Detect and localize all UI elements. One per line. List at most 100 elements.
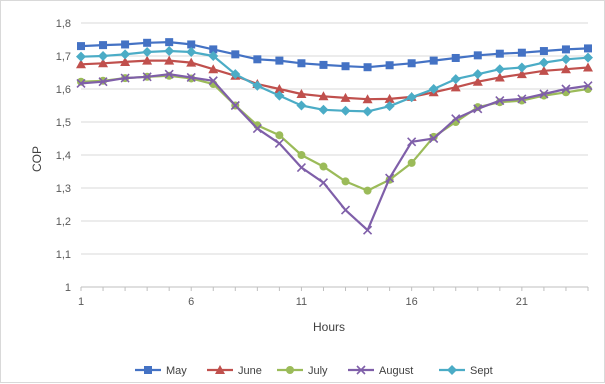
data-point-august [561,84,571,94]
data-point-may [319,60,328,69]
data-point-sept [406,92,417,103]
data-point-june [538,65,549,75]
data-point-may [165,38,174,47]
data-point-august [340,205,351,215]
legend-item-sept: Sept [439,365,493,377]
data-point-may [143,38,152,47]
data-point-june [274,84,285,93]
data-point-may [429,56,438,65]
legend-label: Sept [470,365,493,377]
legend-item-may: May [135,365,187,377]
data-point-may [363,63,372,72]
data-point-august [495,95,505,106]
series-line-august [80,73,589,232]
data-point-may [407,59,416,68]
data-point-sept [428,84,439,94]
legend-swatch-marker [144,366,152,374]
data-point-august [539,89,549,99]
data-point-may [121,40,130,49]
data-point-june [142,55,153,65]
data-point-june [120,56,131,66]
data-point-august [186,72,196,83]
series-july [77,71,592,195]
legend: May June July August Sept [135,365,493,377]
data-point-may [275,56,284,65]
data-point-sept [120,49,131,60]
data-point-may [253,55,262,64]
series-sept [76,46,593,117]
data-point-august [517,94,527,104]
series-layer [76,38,593,235]
data-point-july [165,71,174,80]
y-tick-label: 1,8 [56,18,71,30]
data-point-june [318,91,329,101]
data-point-august [385,173,395,183]
data-point-july [319,162,328,171]
data-point-sept [186,47,197,58]
data-point-sept [274,90,285,101]
series-may [77,38,592,72]
data-point-june [208,64,219,74]
legend-label: May [166,365,187,377]
data-point-july [407,158,416,167]
y-tick-label: 1,2 [56,216,71,228]
data-point-may [341,62,350,71]
x-tick-label: 16 [406,296,418,308]
legend-label: June [238,365,262,377]
data-point-sept [208,51,219,61]
x-tick-label: 11 [296,296,307,308]
data-point-may [561,45,570,54]
data-point-august [407,137,417,147]
legend-item-july: July [277,365,328,377]
data-point-august [252,124,262,134]
data-point-august [429,133,439,144]
y-tick-label: 1 [65,282,71,294]
series-june [76,55,593,104]
data-point-august [318,178,329,188]
y-tick-label: 1,4 [56,150,71,162]
data-point-may [77,42,85,51]
data-point-may [584,44,592,53]
y-tick-label: 1,3 [56,183,71,195]
legend-label: July [308,365,328,377]
data-point-sept [252,80,263,91]
data-point-sept [318,104,329,115]
data-point-june [583,62,593,72]
data-point-august [142,72,152,82]
y-tick-label: 1,1 [56,249,71,261]
x-tick-label: 21 [516,296,528,308]
data-point-august [98,77,108,87]
x-axis-title: Hours [313,320,345,334]
data-point-june [450,82,461,92]
data-point-june [340,92,351,102]
data-point-june [76,59,86,69]
data-point-july [275,131,284,140]
series-august [76,69,593,235]
tick-labels: 11,11,21,31,41,51,61,71,81 6 11 16 21 [56,18,528,308]
y-tick-label: 1,6 [56,84,71,96]
data-point-sept [516,62,527,73]
data-point-sept [340,105,351,116]
data-point-may [451,53,460,62]
legend-label: August [379,365,413,377]
data-point-sept [142,47,153,58]
data-point-sept [384,101,395,112]
data-point-june [494,72,505,82]
data-point-sept [362,106,373,117]
data-point-may [231,50,240,59]
data-point-may [209,45,218,54]
data-point-may [385,61,394,70]
legend-swatch-marker [447,365,457,375]
data-point-may [495,49,504,58]
data-point-august [230,100,240,111]
series-line-may [80,40,589,69]
series-line-july [80,74,589,192]
x-tick-label: 1 [78,296,84,308]
data-point-may [473,51,482,60]
data-point-june [296,88,307,98]
data-point-june [362,94,373,104]
legend-swatch-marker [215,365,225,374]
data-point-june [384,93,395,103]
data-point-august [274,138,284,149]
